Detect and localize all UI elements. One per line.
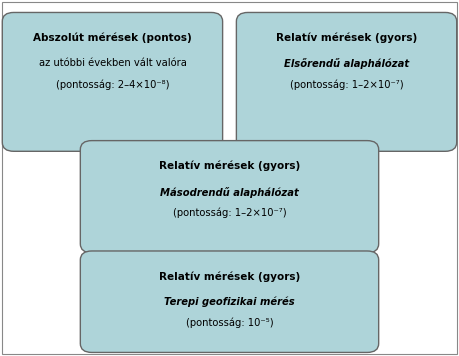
Text: Elsőrendű alaphálózat: Elsőrendű alaphálózat <box>284 58 409 69</box>
Text: (pontosság: 1–2×10⁻⁷): (pontosság: 1–2×10⁻⁷) <box>173 207 286 218</box>
Text: Abszolút mérések (pontos): Abszolút mérések (pontos) <box>33 33 192 43</box>
FancyBboxPatch shape <box>2 12 223 151</box>
FancyBboxPatch shape <box>236 12 457 151</box>
FancyBboxPatch shape <box>80 141 379 253</box>
Text: (pontosság: 2–4×10⁻⁸): (pontosság: 2–4×10⁻⁸) <box>56 79 169 89</box>
Text: Relatív mérések (gyors): Relatív mérések (gyors) <box>159 271 300 282</box>
Text: Relatív mérések (gyors): Relatív mérések (gyors) <box>159 161 300 171</box>
Text: (pontosság: 10⁻⁵): (pontosság: 10⁻⁵) <box>186 318 273 328</box>
Text: Terepi geofizikai mérés: Terepi geofizikai mérés <box>164 297 295 307</box>
FancyBboxPatch shape <box>80 251 379 352</box>
Text: az utóbbi években vált valóra: az utóbbi években vált valóra <box>39 58 186 68</box>
Text: (pontosság: 1–2×10⁻⁷): (pontosság: 1–2×10⁻⁷) <box>290 79 403 89</box>
Text: Másodrendű alaphálózat: Másodrendű alaphálózat <box>160 187 299 198</box>
Text: Relatív mérések (gyors): Relatív mérések (gyors) <box>276 33 417 43</box>
